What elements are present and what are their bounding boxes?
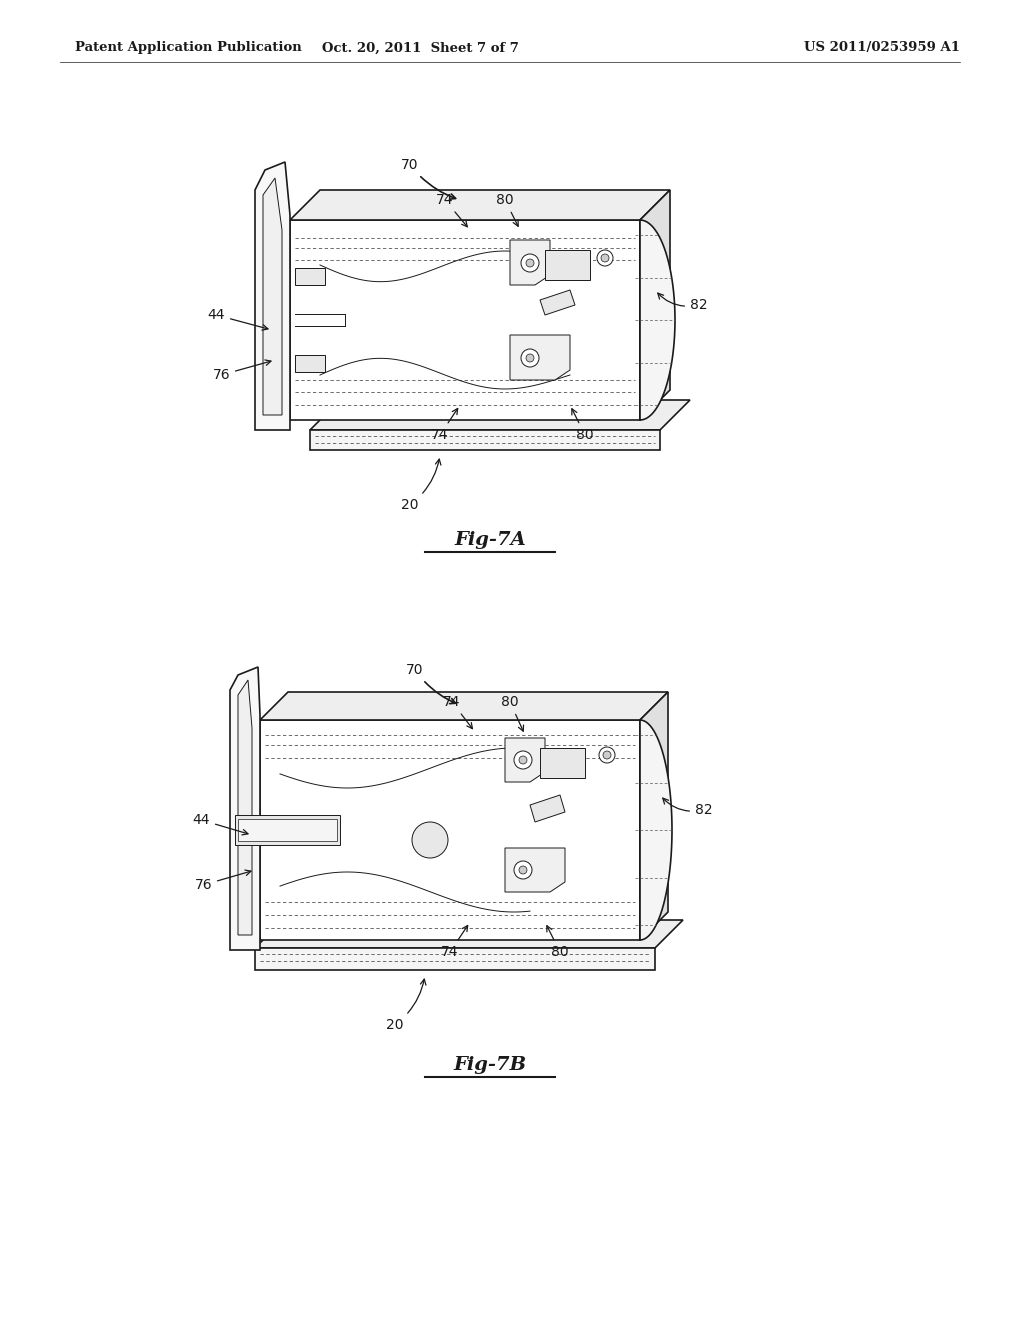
Text: 44: 44 [208,308,268,330]
Text: 76: 76 [195,870,251,892]
Polygon shape [530,795,565,822]
Text: 74: 74 [443,696,472,729]
Circle shape [514,861,532,879]
Polygon shape [295,355,325,372]
Text: 74: 74 [436,193,467,227]
Polygon shape [505,847,565,892]
Polygon shape [640,692,668,940]
Polygon shape [640,719,672,940]
Circle shape [521,253,539,272]
Text: US 2011/0253959 A1: US 2011/0253959 A1 [804,41,961,54]
Circle shape [597,249,613,267]
Polygon shape [234,814,340,845]
Circle shape [514,751,532,770]
Polygon shape [255,162,290,430]
Text: 82: 82 [663,799,713,817]
Circle shape [601,253,609,261]
Circle shape [526,259,534,267]
Text: Fig-7B: Fig-7B [454,1056,526,1074]
Polygon shape [290,190,670,220]
Polygon shape [540,748,585,777]
Polygon shape [640,190,670,420]
Polygon shape [545,249,590,280]
Polygon shape [263,178,282,414]
Text: 20: 20 [386,979,426,1032]
Polygon shape [260,692,668,719]
Text: Patent Application Publication: Patent Application Publication [75,41,302,54]
Polygon shape [260,719,640,940]
Polygon shape [290,220,640,420]
Polygon shape [255,948,655,970]
Text: 80: 80 [571,409,594,442]
Polygon shape [230,667,260,950]
Circle shape [521,348,539,367]
Text: 80: 80 [501,696,523,731]
Circle shape [603,751,611,759]
Text: 76: 76 [212,360,271,381]
Polygon shape [310,430,660,450]
Polygon shape [505,738,545,781]
Polygon shape [310,400,690,430]
Polygon shape [510,335,570,380]
Text: 80: 80 [547,925,568,960]
Circle shape [412,822,449,858]
Text: 74: 74 [441,925,468,960]
Polygon shape [238,680,252,935]
Text: 82: 82 [657,293,708,312]
Circle shape [519,866,527,874]
Text: 70: 70 [401,158,456,199]
Text: 20: 20 [401,459,441,512]
Circle shape [526,354,534,362]
Polygon shape [540,290,575,315]
Text: 44: 44 [193,813,248,836]
Text: 80: 80 [497,193,518,226]
Polygon shape [238,818,337,841]
Text: Fig-7A: Fig-7A [454,531,526,549]
Polygon shape [510,240,550,285]
Circle shape [519,756,527,764]
Polygon shape [640,220,675,420]
Text: 70: 70 [407,663,456,704]
Text: Oct. 20, 2011  Sheet 7 of 7: Oct. 20, 2011 Sheet 7 of 7 [322,41,518,54]
Text: 74: 74 [431,408,458,442]
Polygon shape [295,268,325,285]
Polygon shape [255,920,683,948]
Circle shape [599,747,615,763]
